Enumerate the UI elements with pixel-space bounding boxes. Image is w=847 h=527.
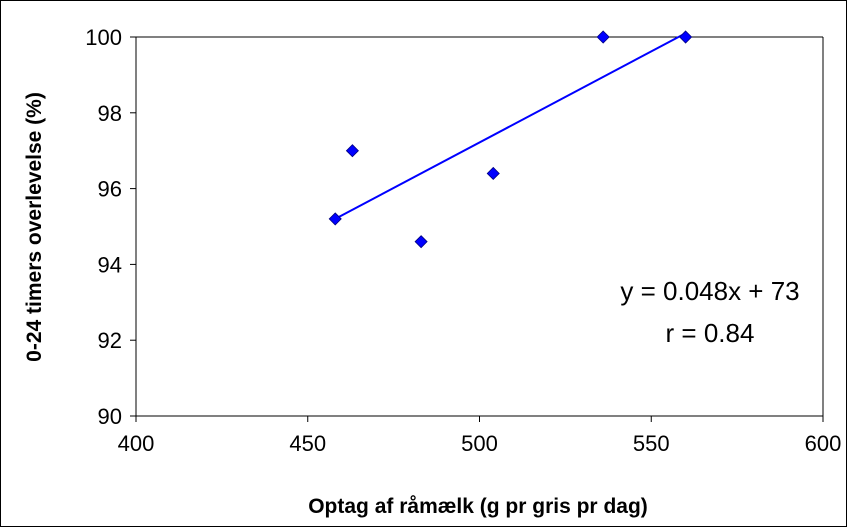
x-tick-label: 500 — [461, 431, 498, 456]
data-point — [328, 212, 342, 226]
y-axis-title: 0-24 timers overlevelse (%) — [23, 92, 46, 362]
y-tick-label: 92 — [98, 328, 122, 353]
equation-annotation: y = 0.048x + 73 — [620, 276, 799, 306]
data-point — [679, 30, 693, 44]
x-tick-label: 400 — [118, 431, 155, 456]
x-tick-label: 450 — [289, 431, 326, 456]
x-axis-title: Optag af råmælk (g pr gris pr dag) — [308, 495, 648, 518]
x-tick-label: 550 — [633, 431, 670, 456]
data-point — [345, 144, 359, 158]
y-tick-label: 94 — [98, 252, 122, 277]
trendline-group — [334, 32, 687, 220]
data-point — [414, 235, 428, 249]
y-tick-label: 90 — [98, 404, 122, 429]
axes — [135, 36, 824, 417]
x-ticks: 400 450 500 550 600 — [118, 416, 842, 456]
x-tick-label: 600 — [805, 431, 842, 456]
y-tick-label: 96 — [98, 177, 122, 202]
data-point — [596, 30, 610, 44]
y-tick-label: 100 — [85, 25, 122, 50]
data-points — [328, 30, 693, 249]
y-ticks: 90 92 94 96 98 100 — [85, 25, 136, 429]
y-tick-label: 98 — [98, 101, 122, 126]
data-point — [486, 166, 500, 181]
correlation-annotation: r = 0.84 — [666, 318, 755, 348]
trendline — [334, 32, 687, 220]
